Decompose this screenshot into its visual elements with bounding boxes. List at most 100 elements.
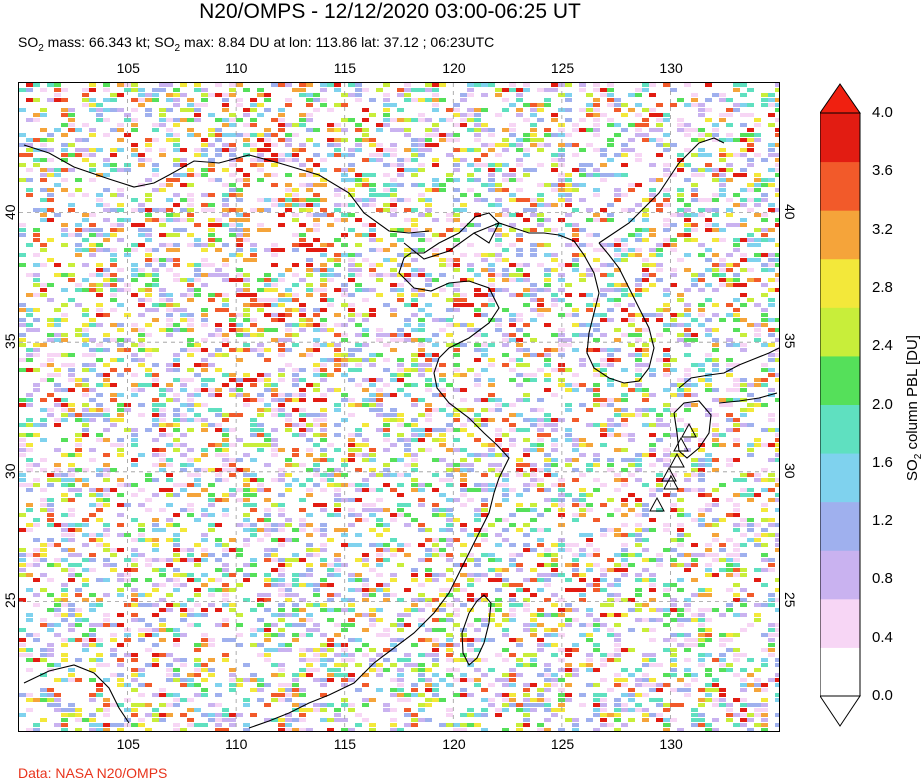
so2-pixel	[726, 398, 733, 402]
so2-pixel	[299, 358, 306, 362]
so2-pixel	[481, 178, 488, 182]
so2-pixel	[138, 383, 145, 387]
so2-pixel	[761, 133, 768, 137]
so2-pixel	[712, 173, 719, 177]
so2-pixel	[180, 218, 187, 222]
so2-pixel	[180, 298, 187, 302]
so2-pixel	[313, 343, 320, 347]
so2-pixel	[96, 203, 103, 207]
so2-pixel	[208, 133, 215, 137]
so2-pixel	[243, 268, 250, 272]
so2-pixel	[768, 173, 775, 177]
so2-pixel	[621, 263, 628, 267]
so2-pixel	[257, 328, 264, 332]
so2-pixel	[348, 193, 355, 197]
so2-pixel	[502, 428, 509, 432]
so2-pixel	[404, 338, 411, 342]
so2-pixel	[565, 98, 572, 102]
so2-pixel	[152, 383, 159, 387]
so2-pixel	[656, 128, 663, 132]
so2-pixel	[411, 113, 418, 117]
so2-pixel	[299, 113, 306, 117]
so2-pixel	[320, 193, 327, 197]
so2-pixel	[621, 418, 628, 422]
so2-pixel	[663, 143, 670, 147]
so2-pixel	[306, 278, 313, 282]
so2-pixel	[250, 348, 257, 352]
so2-pixel	[712, 393, 719, 397]
so2-pixel	[453, 403, 460, 407]
so2-pixel	[775, 398, 779, 402]
so2-pixel	[110, 218, 117, 222]
so2-pixel	[607, 203, 614, 207]
so2-pixel	[544, 273, 551, 277]
so2-pixel	[740, 388, 747, 392]
so2-pixel	[54, 193, 61, 197]
so2-pixel	[96, 388, 103, 392]
so2-pixel	[299, 223, 306, 227]
so2-pixel	[712, 383, 719, 387]
so2-pixel	[418, 113, 425, 117]
so2-pixel	[215, 178, 222, 182]
so2-pixel	[89, 283, 96, 287]
so2-pixel	[747, 168, 754, 172]
so2-pixel	[362, 133, 369, 137]
so2-pixel	[292, 98, 299, 102]
so2-pixel	[355, 283, 362, 287]
so2-pixel	[334, 93, 341, 97]
so2-pixel	[334, 123, 341, 127]
so2-pixel	[523, 428, 530, 432]
so2-pixel	[726, 383, 733, 387]
so2-pixel	[712, 413, 719, 417]
so2-pixel	[320, 283, 327, 287]
so2-pixel	[383, 223, 390, 227]
so2-pixel	[96, 83, 103, 87]
so2-pixel	[488, 273, 495, 277]
so2-pixel	[327, 328, 334, 332]
so2-pixel	[481, 348, 488, 352]
so2-pixel	[313, 143, 320, 147]
so2-pixel	[614, 333, 621, 337]
so2-pixel	[446, 318, 453, 322]
so2-pixel	[691, 83, 698, 87]
so2-pixel	[663, 403, 670, 407]
so2-pixel	[257, 88, 264, 92]
so2-pixel	[320, 98, 327, 102]
so2-pixel	[411, 208, 418, 212]
so2-pixel	[306, 348, 313, 352]
so2-pixel	[208, 333, 215, 337]
so2-pixel	[173, 203, 180, 207]
so2-pixel	[397, 388, 404, 392]
so2-pixel	[768, 228, 775, 232]
so2-pixel	[138, 408, 145, 412]
so2-pixel	[33, 343, 40, 347]
so2-pixel	[488, 293, 495, 297]
so2-pixel	[621, 193, 628, 197]
so2-pixel	[75, 378, 82, 382]
so2-pixel	[229, 153, 236, 157]
so2-pixel	[229, 113, 236, 117]
so2-pixel	[264, 408, 271, 412]
so2-pixel	[61, 288, 68, 292]
so2-pixel	[691, 318, 698, 322]
so2-pixel	[68, 398, 75, 402]
so2-pixel	[621, 283, 628, 287]
so2-pixel	[600, 223, 607, 227]
so2-pixel	[453, 268, 460, 272]
so2-pixel	[320, 208, 327, 212]
so2-pixel	[194, 223, 201, 227]
so2-pixel	[446, 368, 453, 372]
so2-pixel	[145, 218, 152, 222]
so2-pixel	[131, 283, 138, 287]
so2-pixel	[313, 153, 320, 157]
so2-pixel	[89, 198, 96, 202]
so2-pixel	[334, 333, 341, 337]
so2-pixel	[166, 243, 173, 247]
so2-pixel	[250, 108, 257, 112]
so2-pixel	[320, 403, 327, 407]
so2-pixel	[250, 98, 257, 102]
so2-pixel	[754, 253, 761, 257]
so2-pixel	[299, 293, 306, 297]
so2-pixel	[684, 408, 691, 412]
so2-pixel	[201, 183, 208, 187]
